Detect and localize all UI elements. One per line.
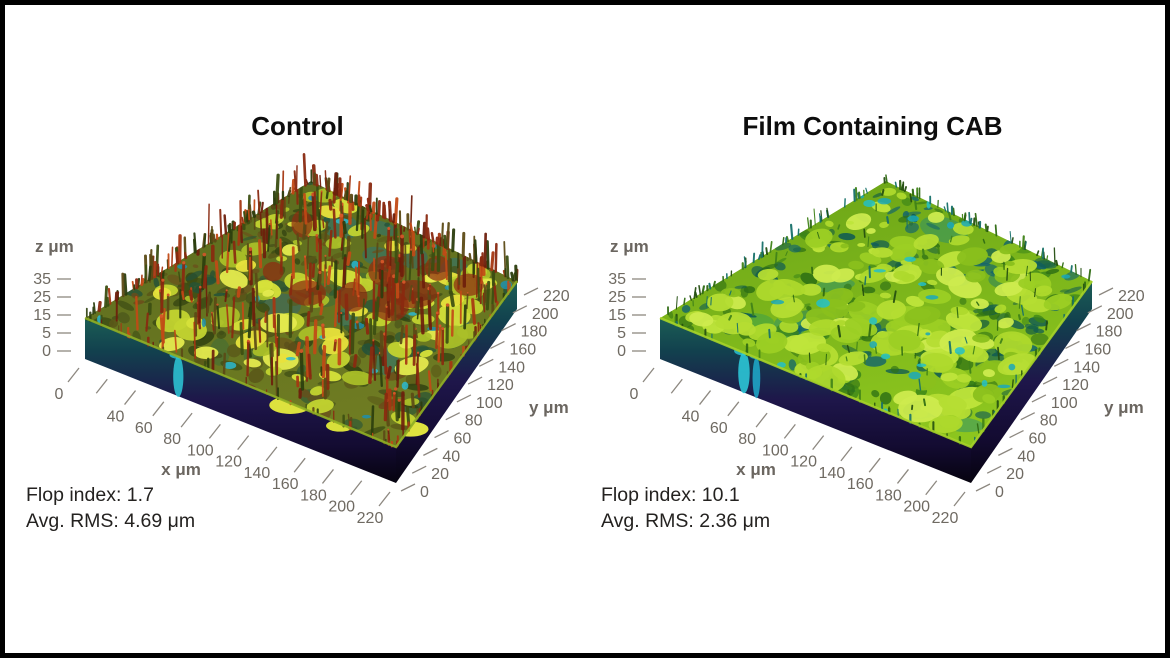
svg-text:40: 40 [1017, 448, 1035, 465]
svg-text:100: 100 [762, 442, 789, 459]
svg-text:100: 100 [187, 442, 214, 459]
svg-text:60: 60 [135, 420, 153, 437]
svg-text:80: 80 [738, 431, 756, 448]
panel-title: Control [251, 111, 344, 141]
svg-text:5: 5 [617, 325, 626, 342]
svg-text:140: 140 [244, 465, 271, 482]
svg-text:40: 40 [107, 409, 125, 426]
flop-index-text: Flop index: 1.7 [26, 484, 154, 506]
svg-text:x μm: x μm [736, 460, 776, 479]
svg-text:5: 5 [42, 325, 51, 342]
svg-text:160: 160 [1084, 341, 1111, 358]
svg-text:x μm: x μm [161, 460, 201, 479]
svg-text:20: 20 [1006, 466, 1024, 483]
svg-text:40: 40 [442, 448, 460, 465]
svg-text:z μm: z μm [610, 237, 649, 256]
svg-text:120: 120 [215, 454, 242, 471]
svg-text:0: 0 [420, 484, 429, 501]
svg-text:80: 80 [163, 431, 181, 448]
svg-text:180: 180 [875, 487, 902, 504]
avg-rms-text: Avg. RMS: 2.36 μm [601, 509, 771, 532]
svg-text:0: 0 [617, 343, 626, 360]
metrics-block: Flop index: 1.7 Avg. RMS: 4.69 μm [26, 483, 195, 534]
metrics-block: Flop index: 10.1 Avg. RMS: 2.36 μm [601, 483, 770, 534]
svg-text:200: 200 [328, 499, 355, 516]
svg-text:0: 0 [42, 343, 51, 360]
svg-text:100: 100 [1051, 395, 1078, 412]
svg-text:140: 140 [819, 465, 846, 482]
svg-text:140: 140 [1073, 359, 1100, 376]
svg-text:y μm: y μm [529, 398, 569, 417]
svg-text:60: 60 [1029, 431, 1047, 448]
svg-text:z μm: z μm [35, 237, 74, 256]
svg-text:80: 80 [1040, 413, 1058, 430]
svg-text:200: 200 [903, 499, 930, 516]
svg-text:60: 60 [454, 431, 472, 448]
svg-text:100: 100 [476, 395, 503, 412]
svg-text:180: 180 [300, 487, 327, 504]
svg-text:0: 0 [55, 386, 64, 403]
svg-text:180: 180 [521, 324, 548, 341]
svg-text:120: 120 [790, 454, 817, 471]
svg-text:220: 220 [932, 510, 959, 527]
panel-control: z μm 35 25 15 5 0 0 40 60 80 100 120 140 160 180 200 220… [5, 5, 590, 653]
svg-text:0: 0 [995, 484, 1004, 501]
svg-text:220: 220 [543, 288, 570, 305]
svg-text:120: 120 [487, 377, 514, 394]
svg-text:220: 220 [357, 510, 384, 527]
svg-text:160: 160 [847, 476, 874, 493]
svg-text:y μm: y μm [1104, 398, 1144, 417]
svg-text:180: 180 [1096, 324, 1123, 341]
surface-plot-cab: z μm352515500406080100120140160180200220… [608, 174, 1145, 527]
svg-text:120: 120 [1062, 377, 1089, 394]
svg-text:20: 20 [431, 466, 449, 483]
svg-text:60: 60 [710, 420, 728, 437]
svg-text:15: 15 [608, 307, 626, 324]
svg-text:200: 200 [1107, 306, 1134, 323]
svg-text:35: 35 [33, 271, 51, 288]
avg-rms-text: Avg. RMS: 4.69 μm [26, 509, 196, 532]
svg-text:25: 25 [33, 289, 51, 306]
svg-text:160: 160 [272, 476, 299, 493]
flop-index-text: Flop index: 10.1 [601, 484, 740, 506]
panel-cab: z μm 35 25 15 5 0 0 40 60 80 100 120 140 160 180 200 220… [580, 5, 1165, 653]
svg-text:40: 40 [682, 409, 700, 426]
svg-text:0: 0 [630, 386, 639, 403]
svg-text:25: 25 [608, 289, 626, 306]
svg-text:160: 160 [509, 341, 536, 358]
svg-text:140: 140 [498, 359, 525, 376]
svg-text:80: 80 [465, 413, 483, 430]
svg-text:220: 220 [1118, 288, 1145, 305]
svg-text:200: 200 [532, 306, 559, 323]
panel-title: Film Containing CAB [742, 111, 1003, 141]
svg-text:15: 15 [33, 307, 51, 324]
svg-text:35: 35 [608, 271, 626, 288]
surface-plot-control: z μm352515500406080100120140160180200220… [33, 153, 570, 527]
